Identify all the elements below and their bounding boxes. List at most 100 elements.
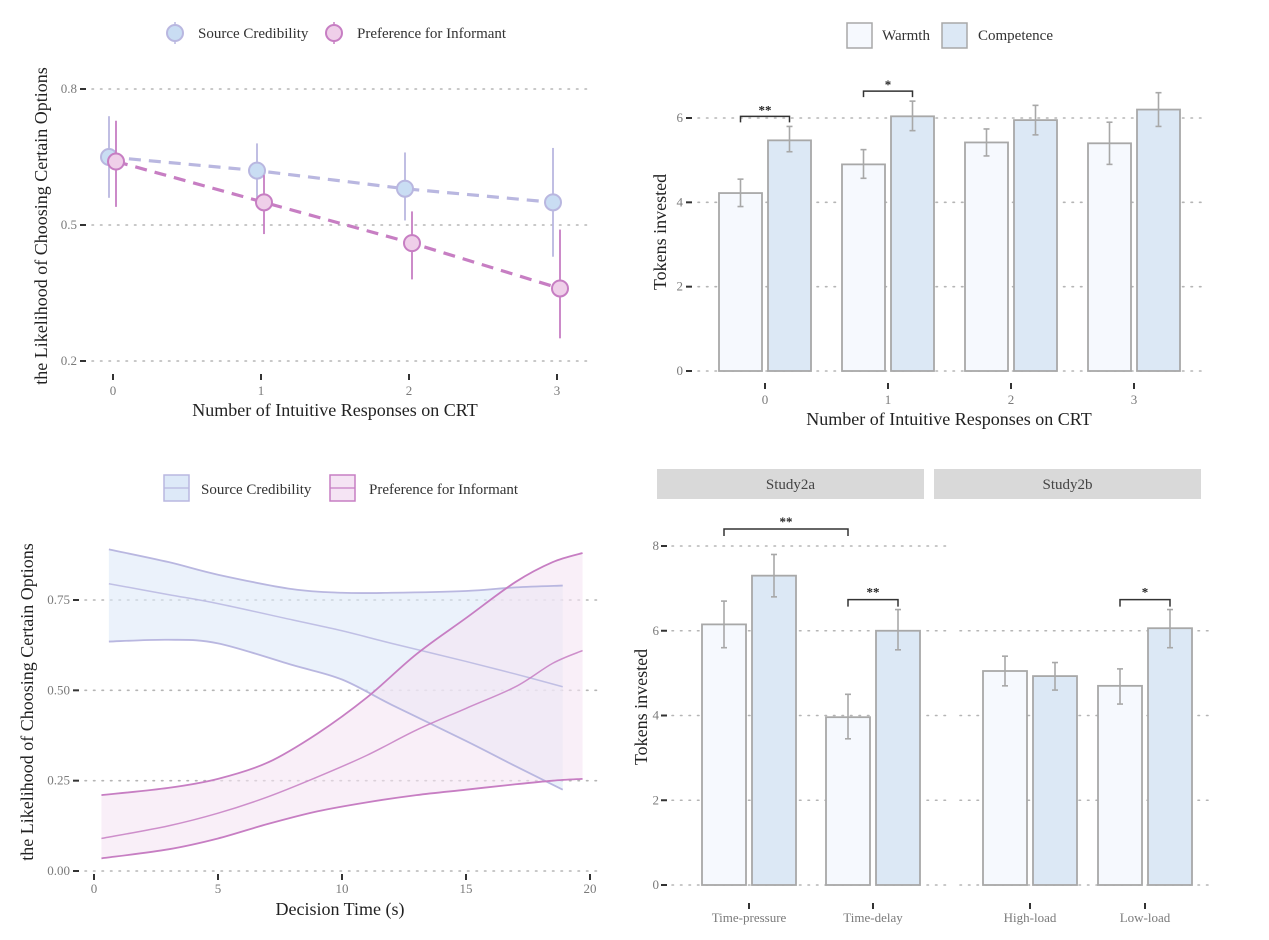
bar-warmth [982,670,1028,886]
x-tick-label: 15 [460,881,473,896]
panel-a-crt-likelihood: 0.2 0.5 0.8 0 1 2 3 Source Credibility Preferen… [31,22,591,420]
significance-bracket [862,90,914,98]
x-tick-label: High-load [1004,910,1057,925]
x-tick-label: 0 [91,881,98,896]
panel-d-studies: Study2a Study2b Time-pressure Time-delay Hi… [631,469,1211,925]
significance-bracket [847,598,899,607]
panel-a-legend: Source Credibility Preference for Informa… [166,22,507,44]
bar-competence [1136,108,1181,372]
data-point [255,193,273,212]
significance-bracket [739,115,791,123]
y-tick-label: 4 [653,708,660,723]
y-tick-label: 0.75 [47,592,70,607]
bar-competence [875,629,921,886]
series-line-sc [108,155,554,204]
data-point [403,234,421,253]
bar-competence [890,115,935,372]
data-point [107,152,125,171]
bar-warmth [1087,142,1132,372]
facet-strip-label: Study2a [766,477,816,493]
x-tick-label: 20 [584,881,597,896]
significance-bracket [1119,598,1171,607]
fit-line-pi [101,649,583,840]
legend-key-sc [166,24,184,42]
significance-label: ** [780,514,793,529]
x-tick-label: 2 [406,383,413,398]
legend-key-pi [325,24,343,42]
panel-b-y-title: Tokens invested [650,174,670,290]
panel-b-x-title: Number of Intuitive Responses on CRT [806,409,1091,429]
y-tick-label: 4 [677,194,684,209]
bar-warmth [701,623,747,886]
x-tick-label: 0 [762,392,769,407]
y-tick-label: 8 [653,538,660,553]
legend-key-competence [941,22,968,49]
y-tick-label: 6 [653,623,660,638]
band-upper-sc [108,548,563,595]
panel-b-legend: Warmth Competence [846,22,1053,49]
bar-warmth [825,716,871,886]
band-lower-sc [108,638,564,791]
bar-competence [767,139,812,372]
legend-label: Source Credibility [198,26,309,42]
panel-a-x-title: Number of Intuitive Responses on CRT [192,400,477,420]
x-tick-label: Time-pressure [712,910,787,925]
x-tick-label: 3 [1131,392,1138,407]
significance-label: * [1142,585,1149,600]
x-tick-label: Low-load [1120,910,1171,925]
y-tick-label: 0 [653,877,660,892]
x-tick-label: 1 [258,383,265,398]
y-tick-label: 0.8 [61,81,77,96]
data-point [544,193,562,212]
x-tick-label: 5 [215,881,222,896]
y-tick-label: 0.25 [47,773,70,788]
facet-strip-Study2a [657,469,924,499]
panel-d-y-title: Tokens invested [631,649,651,765]
facet-strip-Study2b [934,469,1201,499]
significance-bracket [723,528,849,536]
x-tick-label: 1 [885,392,892,407]
y-tick-label: 2 [653,792,660,807]
y-tick-label: 0.5 [61,217,77,232]
bar-competence [1013,119,1058,372]
x-tick-label: Time-delay [843,910,903,925]
legend-label: Preference for Informant [369,482,519,498]
panel-a-y-title: the Likelihood of Choosing Certain Optio… [31,67,51,384]
bar-warmth [964,141,1009,372]
y-tick-label: 0.00 [47,863,70,878]
x-tick-label: 0 [110,383,117,398]
y-tick-label: 0 [677,363,684,378]
panel-c-x-title: Decision Time (s) [275,899,404,920]
band-lower-pi [101,777,583,860]
data-point [396,179,414,198]
legend-label: Warmth [882,28,930,44]
series-line-pi [115,159,561,290]
legend-label: Preference for Informant [357,26,507,42]
legend-label: Competence [978,28,1053,44]
y-tick-label: 2 [677,279,684,294]
data-point [551,279,569,298]
y-tick-label: 0.2 [61,353,77,368]
bar-warmth [1097,684,1143,886]
significance-label: ** [867,585,880,600]
bar-competence [1032,675,1078,886]
bar-competence [1147,627,1193,886]
bar-warmth [718,192,763,372]
x-tick-label: 3 [554,383,561,398]
x-tick-label: 10 [336,881,349,896]
facet-strip-label: Study2b [1042,477,1092,493]
data-point [248,161,266,180]
band-upper-pi [101,552,583,797]
x-tick-label: 2 [1008,392,1015,407]
y-tick-label: 6 [677,110,684,125]
legend-label: Source Credibility [201,482,312,498]
panel-c-decision-time: 0.00 0.25 0.50 0.75 0 5 10 15 20 Source Credibil… [17,474,603,920]
bar-warmth [841,163,886,372]
legend-key-warmth [846,22,873,49]
y-tick-label: 0.50 [47,682,70,697]
confidence-band-pi [101,553,583,859]
fit-line-sc [108,583,563,688]
bar-competence [751,574,797,886]
